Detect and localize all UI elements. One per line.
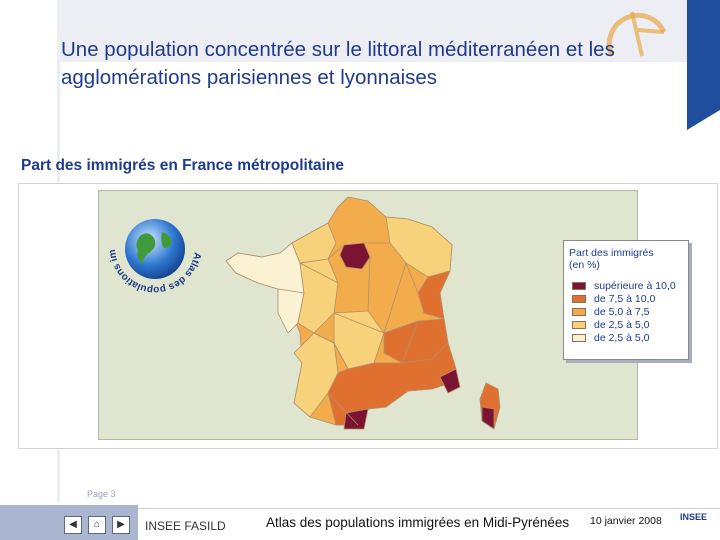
insee-logo-arc-icon [606,11,667,58]
alpes-maritimes [439,368,461,394]
atlas-emblem-icon: Atlas des populations immigrées [104,196,203,295]
triangle-right-icon: ▶ [117,519,125,530]
legend-label: de 2,5 à 5,0 [594,319,650,331]
corsica-south [481,406,495,430]
legend-swatch [572,308,586,316]
legend-swatch [572,321,586,329]
globe-icon [125,219,185,279]
legend-title-line2: (en %) [569,259,600,271]
footer-atlas-title: Atlas des populations immigrées en Midi-… [266,515,570,530]
west-region [225,242,305,334]
legend-title-line1: Part des immigrés [569,247,654,259]
footer-organization: INSEE FASILD [145,519,226,533]
legend-swatch [572,334,586,342]
mediterranean-region [327,342,457,426]
legend-swatch [572,295,586,303]
france-choropleth-map [225,196,501,430]
triangle-left-icon: ◀ [69,519,77,530]
footer-date: 10 janvier 2008 [590,515,662,527]
page-number: Page 3 [87,489,116,499]
home-button[interactable]: ⌂ [88,516,106,534]
legend-label: de 5,0 à 7,5 [594,306,650,318]
brand-strip [687,0,720,130]
insee-logo: INSEE [680,512,708,522]
header-band [57,0,687,62]
legend-swatch [572,282,586,290]
slide-title: Une population concentrée sur le littora… [61,38,615,89]
next-slide-button[interactable]: ▶ [112,516,130,534]
pyrenees-orientales [343,408,369,430]
brand-strip-notch [687,110,720,130]
footer-divider [138,508,720,509]
legend-title: Part des immigrés (en %) [569,247,654,271]
home-icon: ⌂ [93,519,101,530]
normandy-region [291,222,337,264]
previous-slide-button[interactable]: ◀ [64,516,82,534]
legend-label: de 7,5 à 10,0 [594,293,656,305]
legend-label: de 2,5 à 5,0 [594,332,650,344]
legend-label: supérieure à 10,0 [594,280,676,292]
map-heading: Part des immigrés en France métropolitai… [21,157,345,174]
map-legend: Part des immigrés (en %) supérieure à 10… [563,240,689,360]
